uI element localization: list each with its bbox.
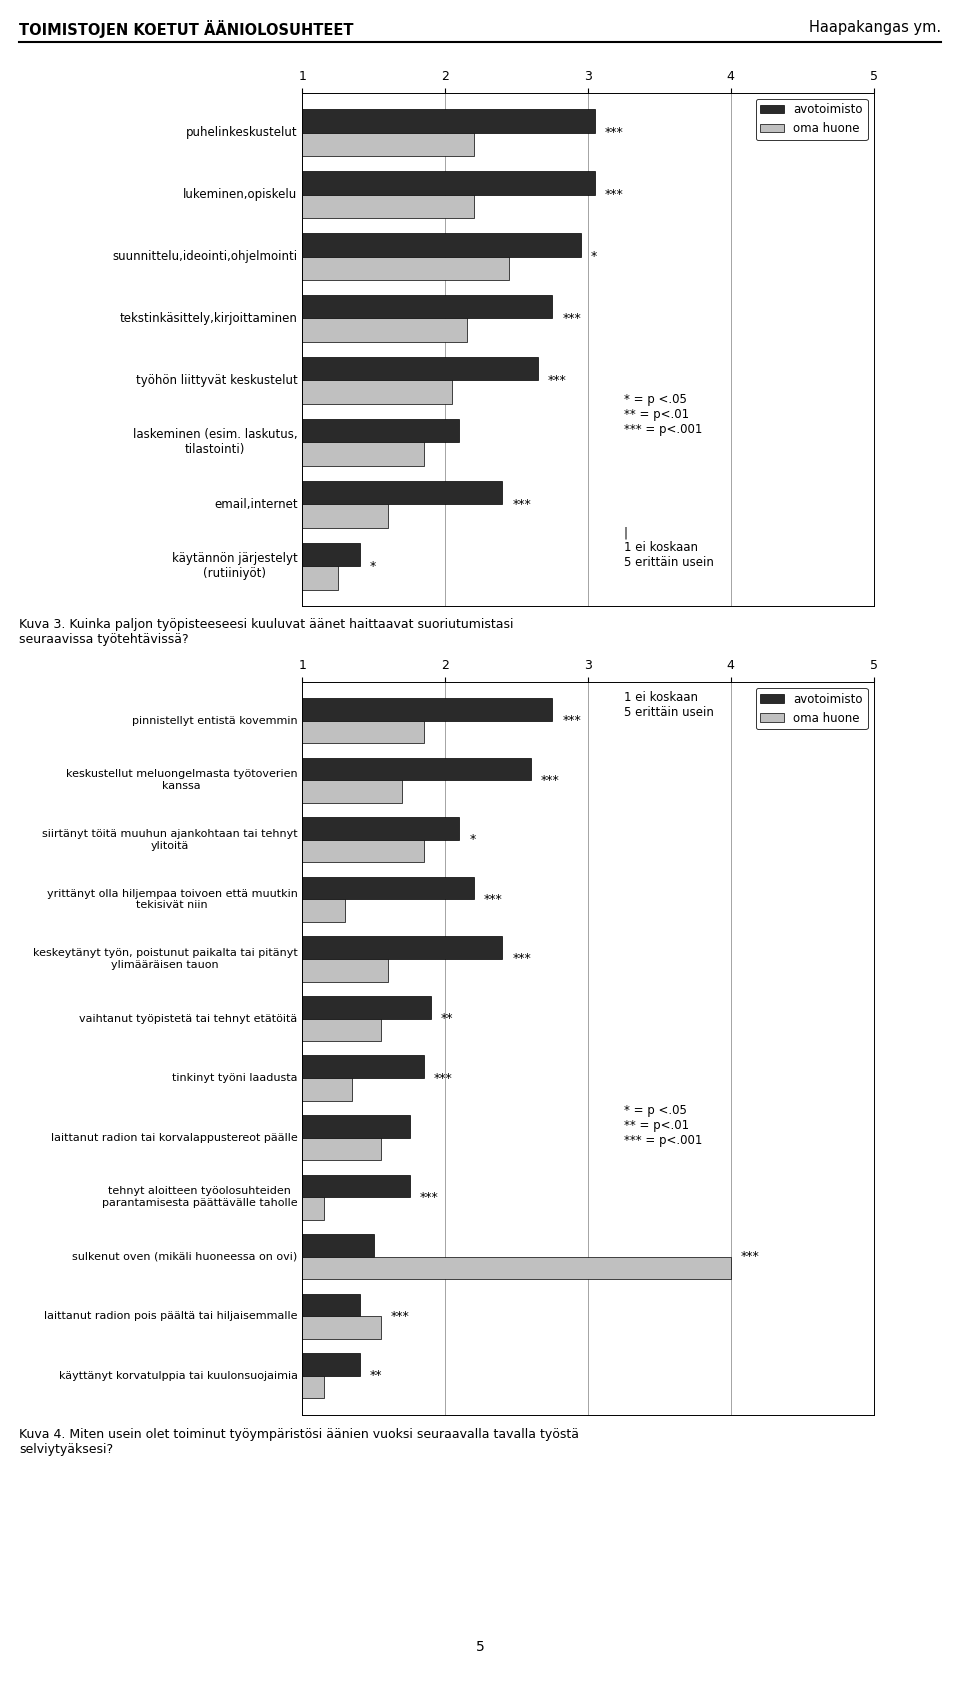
Text: laittanut radion pois päältä tai hiljaisemmalle: laittanut radion pois päältä tai hiljais… — [44, 1312, 298, 1322]
Text: laskeminen (esim. laskutus,
tilastointi): laskeminen (esim. laskutus, tilastointi) — [133, 428, 298, 456]
Text: email,internet: email,internet — [214, 498, 298, 510]
Text: keskustellut meluongelmasta työtoverien
kanssa: keskustellut meluongelmasta työtoverien … — [66, 770, 298, 791]
Text: ***: *** — [548, 374, 566, 387]
Bar — [302, 1376, 324, 1398]
Text: ***: *** — [563, 714, 581, 727]
Bar — [302, 936, 502, 958]
Text: ***: *** — [605, 189, 624, 200]
Text: käytännön järjestelyt
(rutiiniyöt): käytännön järjestelyt (rutiiniyöt) — [172, 552, 298, 579]
Text: *: * — [370, 559, 375, 573]
Bar — [302, 109, 595, 133]
Text: Haapakangas ym.: Haapakangas ym. — [808, 20, 941, 35]
Text: Kuva 4. Miten usein olet toiminut työympäristösi äänien vuoksi seuraavalla taval: Kuva 4. Miten usein olet toiminut työymp… — [19, 1428, 579, 1457]
Text: ***: *** — [741, 1250, 759, 1263]
Text: ***: *** — [563, 312, 581, 325]
Bar — [302, 1317, 381, 1339]
Bar — [302, 899, 346, 923]
Text: laittanut radion tai korvalappustereot päälle: laittanut radion tai korvalappustereot p… — [51, 1133, 298, 1143]
Text: tekstinkäsittely,kirjoittaminen: tekstinkäsittely,kirjoittaminen — [120, 312, 298, 325]
Text: *: * — [469, 834, 476, 847]
Text: ***: *** — [513, 953, 531, 965]
Bar — [302, 1174, 410, 1197]
Bar — [302, 780, 402, 803]
Bar — [302, 1138, 381, 1160]
Bar — [302, 504, 388, 527]
Text: puhelinkeskustelut: puhelinkeskustelut — [186, 126, 298, 140]
Bar — [302, 318, 467, 342]
Text: 1 ei koskaan
5 erittäin usein: 1 ei koskaan 5 erittäin usein — [624, 690, 713, 719]
Legend: avotoimisto, oma huone: avotoimisto, oma huone — [756, 689, 868, 729]
Bar — [302, 995, 431, 1019]
Text: 5: 5 — [475, 1640, 485, 1654]
Text: tinkinyt työni laadusta: tinkinyt työni laadusta — [172, 1073, 298, 1083]
Text: Kuva 3. Kuinka paljon työpisteeseesi kuuluvat äänet haittaavat suoriutumistasi
s: Kuva 3. Kuinka paljon työpisteeseesi kuu… — [19, 618, 514, 647]
Text: **: ** — [441, 1012, 453, 1026]
Text: *: * — [590, 251, 597, 263]
Bar — [302, 295, 552, 318]
Bar — [302, 480, 502, 504]
Text: suunnittelu,ideointi,ohjelmointi: suunnittelu,ideointi,ohjelmointi — [112, 251, 298, 263]
Bar — [302, 542, 359, 566]
Bar — [302, 817, 460, 840]
Bar — [302, 1256, 731, 1280]
Bar — [302, 381, 452, 404]
Text: * = p <.05
** = p<.01
*** = p<.001: * = p <.05 ** = p<.01 *** = p<.001 — [624, 1105, 702, 1147]
Text: * = p <.05
** = p<.01
*** = p<.001: * = p <.05 ** = p<.01 *** = p<.001 — [624, 392, 702, 436]
Text: ***: *** — [420, 1191, 439, 1204]
Text: tehnyt aloitteen työolosuhteiden
parantamisesta päättävälle taholle: tehnyt aloitteen työolosuhteiden paranta… — [102, 1187, 298, 1207]
Text: sulkenut oven (mikäli huoneessa on ovi): sulkenut oven (mikäli huoneessa on ovi) — [72, 1251, 298, 1261]
Text: siirtänyt töitä muuhun ajankohtaan tai tehnyt
ylitoitä: siirtänyt töitä muuhun ajankohtaan tai t… — [42, 829, 298, 850]
Text: työhön liittyvät keskustelut: työhön liittyvät keskustelut — [136, 374, 298, 387]
Bar — [302, 758, 531, 780]
Text: |
1 ei koskaan
5 erittäin usein: | 1 ei koskaan 5 erittäin usein — [624, 527, 713, 569]
Bar — [302, 172, 595, 195]
Bar — [302, 840, 423, 862]
Bar — [302, 419, 460, 443]
Text: TOIMISTOJEN KOETUT ÄÄNIOLOSUHTEET: TOIMISTOJEN KOETUT ÄÄNIOLOSUHTEET — [19, 20, 353, 39]
Bar — [302, 232, 581, 256]
Bar — [302, 699, 552, 721]
Bar — [302, 566, 338, 589]
Bar — [302, 357, 538, 381]
Bar — [302, 443, 423, 466]
Text: vaihtanut työpistetä tai tehnyt etätöitä: vaihtanut työpistetä tai tehnyt etätöitä — [80, 1014, 298, 1024]
Bar — [302, 1293, 359, 1317]
Bar — [302, 1197, 324, 1219]
Text: ***: *** — [540, 773, 560, 786]
Bar — [302, 256, 510, 280]
Legend: avotoimisto, oma huone: avotoimisto, oma huone — [756, 99, 868, 140]
Text: käyttänyt korvatulppia tai kuulonsuojaimia: käyttänyt korvatulppia tai kuulonsuojaim… — [59, 1371, 298, 1381]
Bar — [302, 1234, 373, 1256]
Bar — [302, 195, 474, 219]
Text: yrittänyt olla hiljempaa toivoen että muutkin
tekisivät niin: yrittänyt olla hiljempaa toivoen että mu… — [47, 889, 298, 909]
Bar — [302, 1056, 423, 1078]
Bar — [302, 1354, 359, 1376]
Bar — [302, 1115, 410, 1138]
Text: lukeminen,opiskelu: lukeminen,opiskelu — [183, 189, 298, 200]
Text: keskeytänyt työn, poistunut paikalta tai pitänyt
ylimääräisen tauon: keskeytänyt työn, poistunut paikalta tai… — [33, 948, 298, 970]
Bar — [302, 1078, 352, 1101]
Text: ***: *** — [484, 893, 502, 906]
Bar — [302, 721, 423, 743]
Bar — [302, 1019, 381, 1041]
Bar — [302, 877, 474, 899]
Text: **: ** — [370, 1369, 382, 1383]
Bar — [302, 133, 474, 157]
Text: ***: *** — [391, 1310, 410, 1324]
Text: ***: *** — [434, 1071, 452, 1084]
Text: pinnistellyt entistä kovemmin: pinnistellyt entistä kovemmin — [132, 716, 298, 726]
Text: ***: *** — [513, 498, 531, 510]
Text: ***: *** — [605, 126, 624, 140]
Bar — [302, 958, 388, 982]
